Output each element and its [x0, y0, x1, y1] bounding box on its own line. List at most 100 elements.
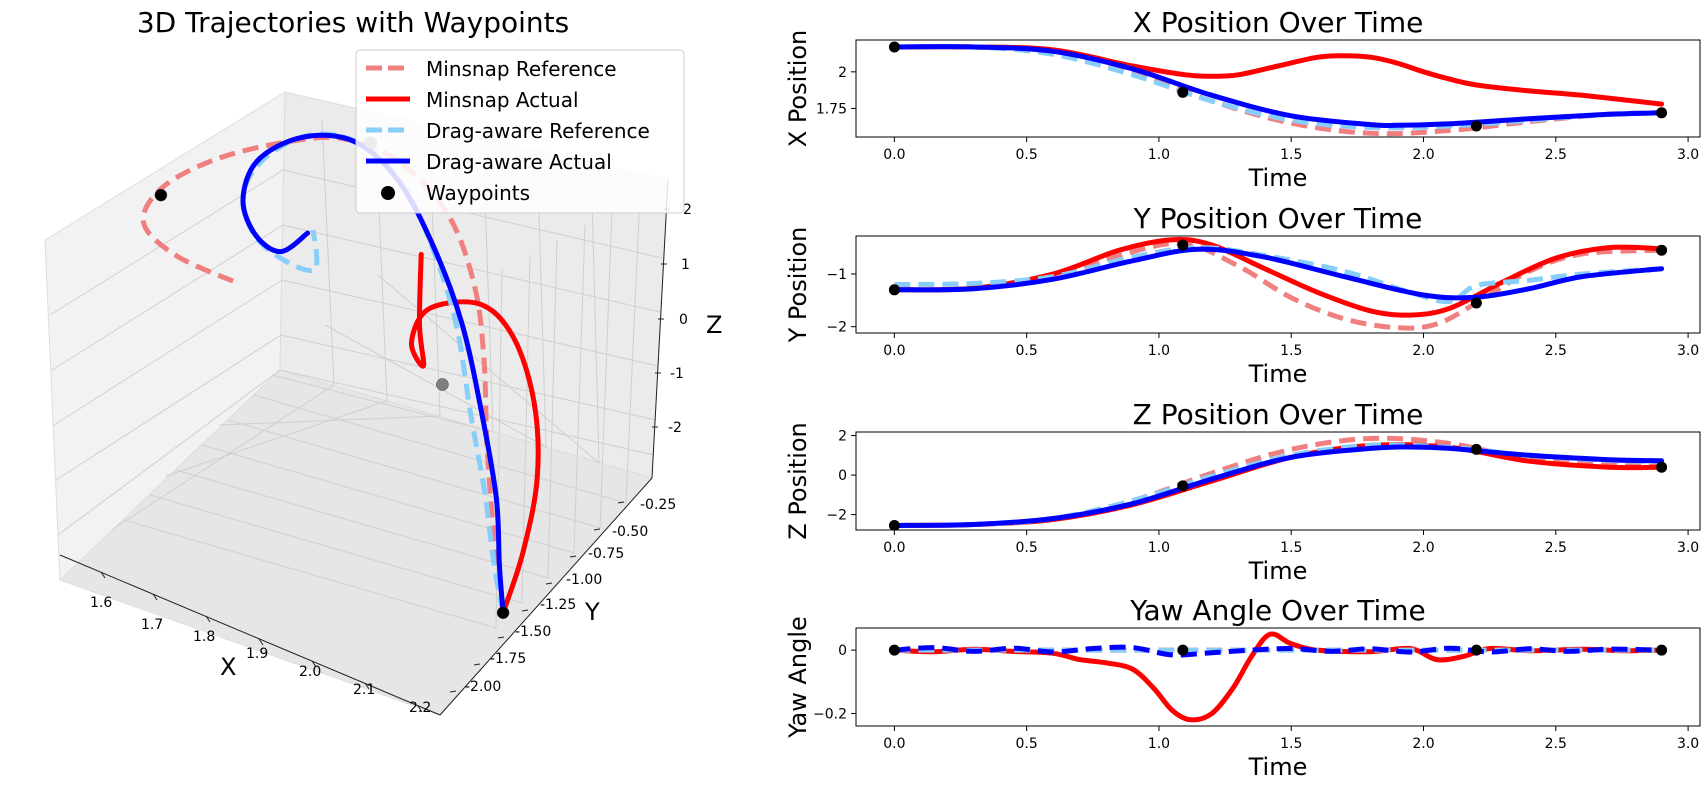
y-axis-label: Yaw Angle	[784, 616, 812, 739]
x-tick-label: 1.9	[246, 646, 268, 662]
y-axis-label: Y Position	[784, 227, 812, 344]
x-tick-label: 1.8	[193, 629, 215, 645]
panel-x-position-over-time: X Position Over Time 0.0 0.5 1.0 1.5 2.0 2.5 3.…	[784, 6, 1701, 192]
panel-series	[888, 236, 1668, 331]
time-series-panels: X Position Over Time 0.0 0.5 1.0 1.5 2.0 2.5 3.…	[784, 6, 1701, 781]
waypoint-marker	[1656, 461, 1668, 473]
waypoint-marker	[1470, 120, 1482, 132]
x-tick-mark	[364, 682, 370, 690]
x-tick-label: 0.0	[883, 147, 905, 163]
y-tick-label: 2	[838, 429, 847, 445]
y-tick-label: 0	[838, 643, 847, 659]
waypoint-marker	[1177, 239, 1189, 251]
grid-z-line	[51, 224, 661, 371]
grid-x-line	[218, 149, 441, 426]
y-tick-mark	[497, 636, 505, 639]
y-tick-mark	[473, 663, 481, 666]
x-tick-label: 3.0	[1677, 343, 1699, 359]
x-tick-label: 2.0	[1412, 540, 1434, 556]
y-tick-label: −2	[826, 320, 847, 336]
grid-x-line	[112, 119, 335, 530]
waypoint-marker	[888, 644, 900, 656]
x-axis-label: Time	[1248, 164, 1308, 192]
y-tick-mark	[449, 690, 457, 693]
x-axis-3d-ticks: 1.6 1.7 1.8 1.9 2.0 2.1 2.2 X	[90, 571, 431, 716]
series-minsnap-actual	[891, 236, 1665, 318]
series-drag-aware-actual	[891, 44, 1665, 129]
grid-y-line	[253, 194, 641, 504]
grid-y-line	[201, 224, 586, 554]
legend-label-drag-aware-actual: Drag-aware Actual	[426, 150, 612, 174]
y-tick-label: -0.25	[640, 497, 676, 513]
x-tick-label: 0.0	[883, 736, 905, 752]
z-tick-label: -1	[670, 366, 684, 382]
y-axis-3d-ticks: -0.25 -0.50 -0.75 -1.00 -1.25 -1.50 -1.7…	[449, 497, 676, 695]
grid-z-line	[49, 169, 663, 316]
panel-series	[888, 41, 1668, 137]
x-tick-mark	[100, 571, 106, 579]
grid-3d	[49, 119, 663, 629]
waypoint-marker	[888, 520, 900, 530]
waypoint-marker	[1656, 107, 1668, 119]
x-tick-label: 2.0	[1412, 147, 1434, 163]
x-tick-label: 3.0	[1677, 736, 1699, 752]
y-tick-mark	[617, 501, 625, 504]
x-tick-label: 2.5	[1545, 343, 1567, 359]
x-tick-mark	[417, 705, 423, 713]
legend-swatch-waypoints	[381, 186, 395, 200]
y-tick-label: 1.75	[816, 101, 847, 117]
waypoint-marker	[1470, 443, 1482, 455]
waypoint-marker	[1177, 644, 1189, 656]
z-axis-line	[651, 179, 669, 479]
y-axis-label: X Position	[784, 30, 812, 148]
x-tick-mark	[258, 638, 264, 646]
x-tick-label: 3.0	[1677, 540, 1699, 556]
x-tick-label: 1.5	[1280, 736, 1302, 752]
waypoint-3d-marker	[436, 378, 449, 391]
x-tick-label: 3.0	[1677, 147, 1699, 163]
x-tick-label: 2.1	[353, 682, 375, 698]
panel-z-position-over-time: Z Position Over Time 0.0 0.5 1.0 1.5 2.0 2.5 3.…	[784, 398, 1701, 585]
x-tick-label: 1.7	[141, 617, 163, 633]
series-minsnap-actual	[891, 631, 1665, 723]
y-tick-label: -1.00	[566, 572, 602, 588]
x-tick-label: 0.5	[1016, 736, 1038, 752]
x-tick-label: 1.0	[1148, 540, 1170, 556]
legend-label-minsnap-reference: Minsnap Reference	[426, 57, 617, 81]
waypoint-marker	[1177, 480, 1189, 492]
y-tick-mark	[569, 555, 577, 558]
y-tick-label: −0.2	[813, 706, 847, 722]
series-drag-aware-actual	[891, 246, 1665, 301]
legend-box	[355, 49, 685, 214]
x-axis-label: Time	[1248, 360, 1308, 388]
waypoint-marker	[1470, 297, 1482, 309]
x-tick-label: 2.5	[1545, 540, 1567, 556]
x-tick-label: 2.2	[409, 700, 431, 716]
x-tick-label: 1.0	[1148, 147, 1170, 163]
panel-title: Y Position Over Time	[1133, 202, 1423, 235]
y-tick-label: -1.75	[490, 651, 526, 667]
x-axis-label: Time	[1248, 557, 1308, 585]
trajectory-3d-minsnap-actual	[409, 251, 541, 616]
y-axis-line	[439, 477, 653, 716]
series-drag-aware-reference	[894, 245, 1662, 305]
x-tick-label: 1.5	[1280, 147, 1302, 163]
waypoint-marker	[888, 41, 900, 53]
panel-title: Z Position Over Time	[1133, 398, 1424, 431]
waypoint-marker	[888, 284, 900, 296]
y-tick-label: −1	[826, 267, 847, 283]
y-tick-mark	[593, 528, 601, 531]
panel-title: X Position Over Time	[1133, 6, 1424, 39]
legend-label-waypoints: Waypoints	[426, 181, 530, 205]
series-drag-aware-actual	[894, 644, 1662, 658]
x-tick-label: 1.6	[90, 595, 112, 611]
x-tick-label: 1.5	[1280, 540, 1302, 556]
y-tick-mark	[545, 582, 553, 585]
x-tick-label: 1.5	[1280, 343, 1302, 359]
panel-yaw-angle-over-time: Yaw Angle Over Time 0.0 0.5 1.0 1.5 2.0 2.5 3.0…	[784, 594, 1701, 781]
grid-y-line	[175, 239, 558, 579]
grid-x-line	[271, 164, 494, 433]
z-tick-label: -2	[668, 420, 682, 436]
x-tick-label: 1.0	[1148, 736, 1170, 752]
